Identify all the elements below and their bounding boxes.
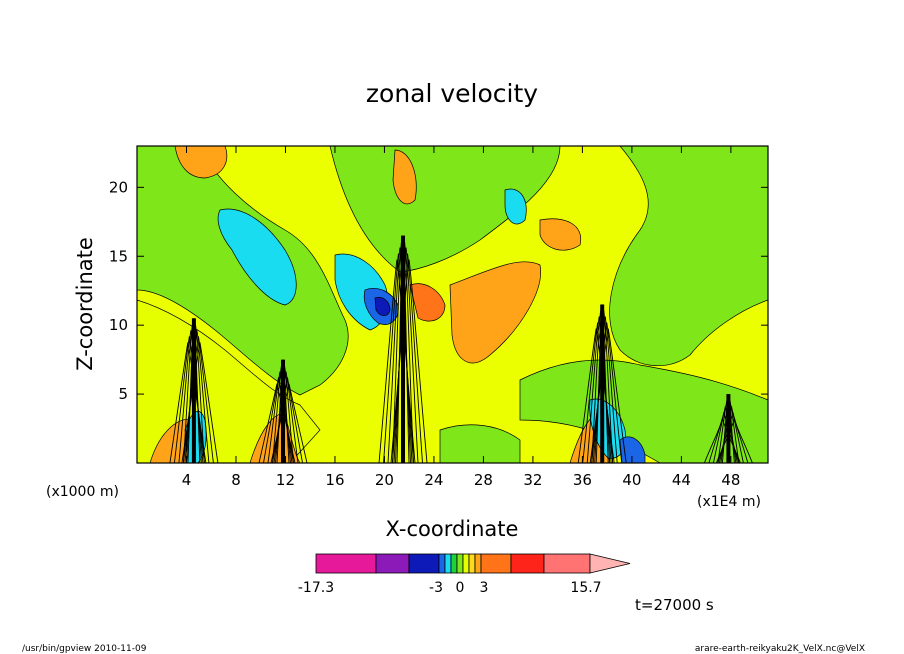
y-tick-label: 15	[109, 247, 128, 265]
y-tick-label: 5	[118, 385, 128, 403]
colorbar	[315, 553, 631, 574]
contour-line	[390, 259, 428, 463]
region-green-left	[137, 146, 349, 396]
colorbar-swatch	[315, 553, 377, 574]
region-green-top-mid	[329, 146, 561, 273]
peak-core	[401, 235, 406, 463]
region-orange-top1	[174, 146, 228, 179]
peak-core	[280, 359, 285, 463]
y-tick-label: 10	[109, 316, 128, 334]
region-orange-mid	[449, 261, 541, 364]
colorbar-swatch	[375, 553, 410, 574]
colorbar-label: 0	[456, 580, 465, 596]
colorbar-swatch	[468, 553, 476, 574]
chart-title: zonal velocity	[366, 79, 538, 108]
colorbar-labels: -17.3 -3 0 3 15.7	[298, 580, 602, 596]
colorbar-arrow	[589, 553, 631, 574]
plot-frame	[136, 145, 769, 464]
peak-contours-5	[703, 393, 753, 463]
colorbar-label: -3	[429, 580, 443, 596]
colorbar-label: 3	[480, 580, 489, 596]
velocity-field	[137, 146, 768, 463]
x-tick-label: 28	[474, 471, 493, 489]
region-blue-peak-right	[619, 436, 646, 463]
x-axis: 4 8 12 16 20 24 28 32 36 40 44 48	[182, 146, 740, 489]
x-tick-label: 4	[182, 471, 192, 489]
x-tick-label: 36	[573, 471, 592, 489]
colorbar-swatch	[444, 553, 452, 574]
footer-left: /usr/bin/gpview 2010-11-09	[22, 644, 147, 654]
contour-lines	[169, 235, 753, 463]
y-axis-label: Z-coordinate	[73, 237, 97, 371]
x-tick-label: 48	[721, 471, 740, 489]
peak-contours-2	[258, 359, 308, 463]
peak-contours-3	[378, 235, 428, 463]
region-green-right	[609, 146, 768, 366]
colorbar-swatch	[510, 553, 545, 574]
contour-line	[718, 405, 744, 463]
colorbar-swatch	[408, 553, 440, 574]
x-tick-label: 20	[375, 471, 394, 489]
x-tick-label: 16	[325, 471, 344, 489]
x-tick-label: 12	[276, 471, 295, 489]
colorbar-label: 15.7	[570, 580, 601, 596]
region-navy-center	[374, 296, 391, 316]
region-red-center	[409, 283, 446, 322]
region-green-bottom	[439, 424, 521, 463]
contour-line	[181, 342, 219, 463]
region-orange-right	[539, 218, 582, 251]
region-cyan-top	[504, 188, 527, 225]
colorbar-swatch	[462, 553, 470, 574]
region-orange-top2	[392, 149, 417, 205]
x-tick-label: 40	[622, 471, 641, 489]
x-tick-label: 32	[523, 471, 542, 489]
peak-core	[600, 304, 605, 463]
x-tick-label: 44	[672, 471, 691, 489]
contour-line	[270, 383, 308, 463]
colorbar-swatch	[450, 553, 458, 574]
contour-line	[717, 411, 749, 463]
colorbar-swatch	[543, 553, 591, 574]
colorbar-swatch	[456, 553, 464, 574]
x-unit-left: (x1000 m)	[46, 484, 119, 500]
y-tick-label: 20	[109, 178, 128, 196]
peak-contours-4	[577, 304, 627, 463]
x-tick-label: 8	[231, 471, 241, 489]
time-label: t=27000 s	[635, 596, 714, 614]
region-cyan-left	[217, 208, 297, 306]
colorbar-swatch	[438, 553, 446, 574]
footer-right: arare-earth-reikyaku2K_VelX.nc@VelX	[695, 644, 865, 654]
x-axis-label: X-coordinate	[386, 517, 519, 541]
colorbar-label: -17.3	[298, 580, 334, 596]
y-axis: 5 10 15 20	[109, 178, 768, 403]
x-unit-right: (x1E4 m)	[697, 494, 761, 510]
colorbar-swatch	[480, 553, 512, 574]
peak-core	[726, 394, 731, 463]
contour-line	[715, 417, 753, 463]
plot-area	[136, 145, 769, 464]
colorbar-swatch	[474, 553, 482, 574]
peak-core	[191, 318, 196, 463]
peak-contours-1	[169, 318, 219, 463]
x-tick-label: 24	[424, 471, 443, 489]
contour-line	[589, 328, 627, 463]
